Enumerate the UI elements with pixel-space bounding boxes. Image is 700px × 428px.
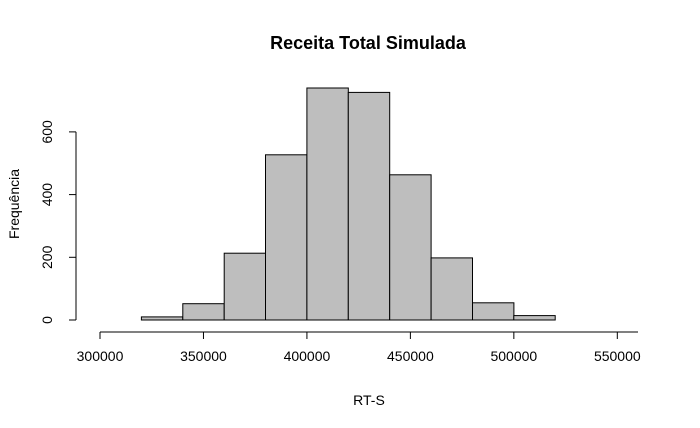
- x-tick-label: 450000: [387, 348, 434, 364]
- y-tick-label: 200: [39, 245, 55, 269]
- y-tick-label: 600: [39, 120, 55, 144]
- y-axis: 0 200 400 600: [39, 120, 77, 324]
- y-tick-label: 400: [39, 183, 55, 207]
- x-tick-label: 300000: [77, 348, 124, 364]
- x-axis: 300000 350000 400000 450000 500000 550000: [77, 331, 641, 364]
- x-tick-label: 550000: [594, 348, 641, 364]
- x-tick-label: 500000: [490, 348, 537, 364]
- histogram-bar: [182, 303, 225, 321]
- histogram-bar: [513, 315, 556, 321]
- histogram-bar: [306, 87, 349, 321]
- bars-group: [140, 87, 556, 321]
- y-axis-label: Frequência: [6, 169, 22, 239]
- histogram-bar: [389, 174, 432, 321]
- histogram-bar: [430, 257, 474, 321]
- x-tick-label: 350000: [180, 348, 227, 364]
- histogram-bar: [265, 154, 308, 321]
- x-axis-label: RT-S: [353, 392, 385, 408]
- histogram-bar: [472, 302, 515, 321]
- chart-title: Receita Total Simulada: [270, 33, 467, 53]
- histogram-bar: [223, 252, 267, 321]
- histogram-bar: [140, 316, 184, 321]
- histogram-bar: [347, 91, 391, 321]
- y-tick-label: 0: [39, 316, 55, 324]
- x-tick-label: 400000: [284, 348, 331, 364]
